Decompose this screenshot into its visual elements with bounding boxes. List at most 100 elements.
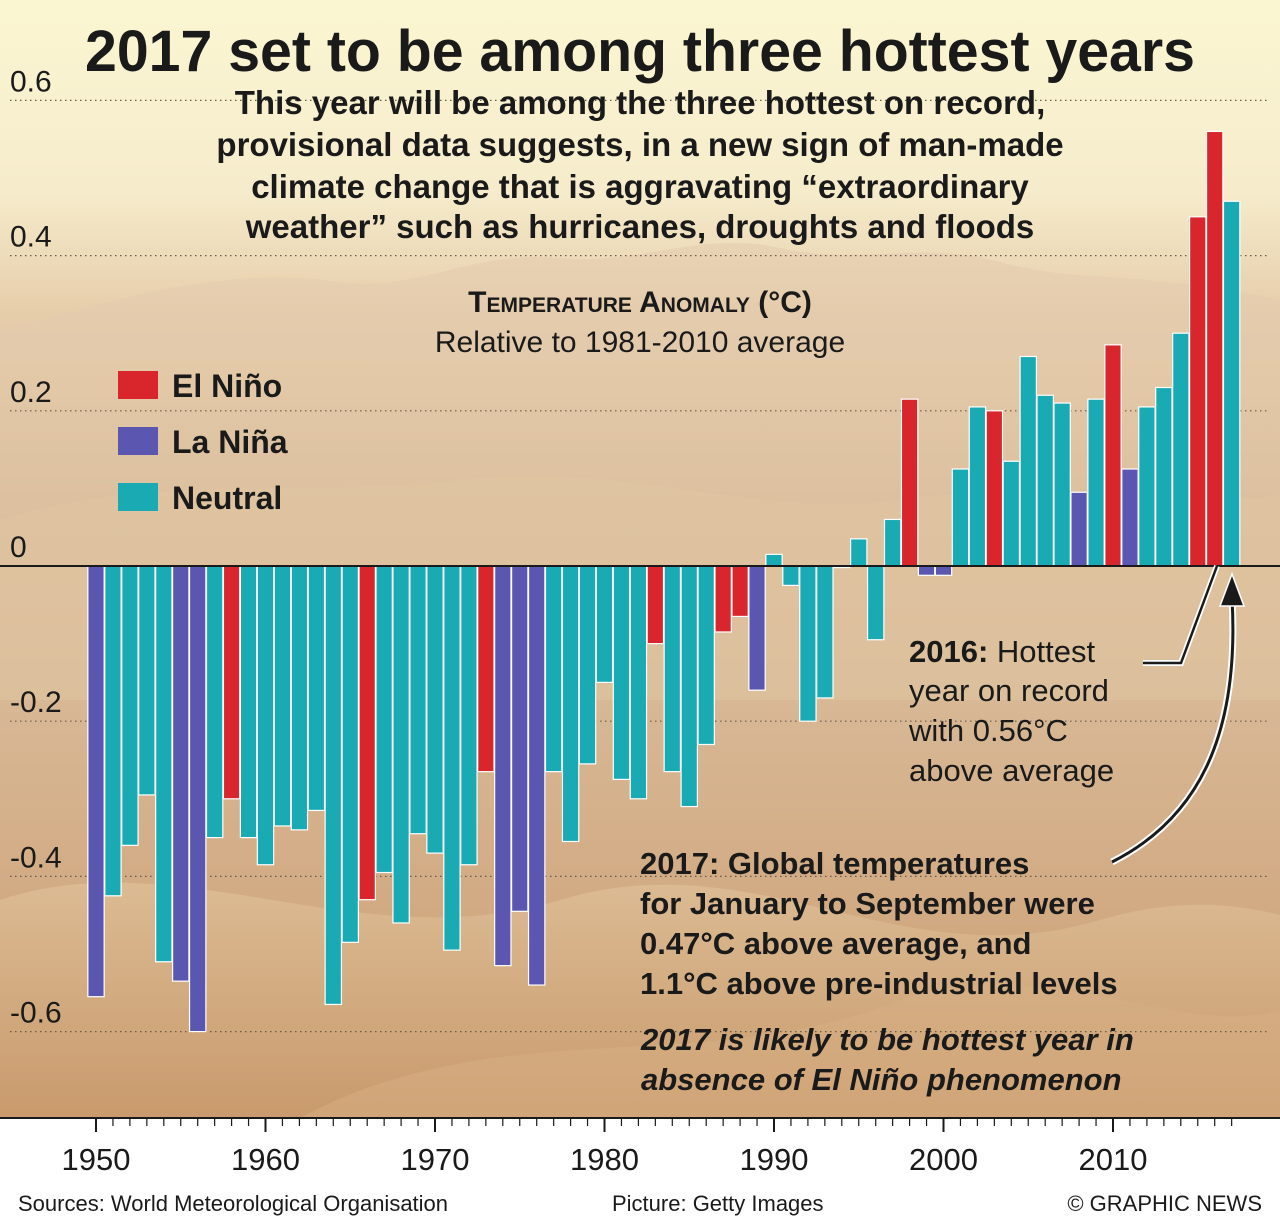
legend-label-la-nina: La Niña xyxy=(172,424,288,460)
bar-1966 xyxy=(358,565,376,901)
bar-1950 xyxy=(87,565,105,998)
bar-1987 xyxy=(714,565,732,633)
bar-1989 xyxy=(748,565,766,691)
x-axis-ticks: 1950 1960 1970 1980 1990 2000 2010 xyxy=(62,1118,1233,1177)
bar-1953 xyxy=(138,565,156,796)
bar-1974 xyxy=(494,565,512,967)
bar-1960 xyxy=(256,565,275,866)
y-tick-label: -0.2 xyxy=(10,686,62,719)
x-tick-label: 2010 xyxy=(1079,1142,1148,1177)
y-tick-label: 0.4 xyxy=(10,221,52,254)
bar-1961 xyxy=(273,565,292,827)
legend-label-el-nino: El Niño xyxy=(172,368,282,404)
bar-1952 xyxy=(121,565,139,846)
bar-2012 xyxy=(1138,406,1156,567)
bar-1967 xyxy=(375,565,393,874)
bar-1977 xyxy=(544,565,563,773)
y-axis-tick-labels: 0.6 0.4 0.2 0 -0.2 -0.4 -0.6 xyxy=(10,65,62,1029)
bar-1991 xyxy=(782,565,800,586)
y-tick-label: -0.6 xyxy=(10,997,62,1030)
bar-2002 xyxy=(968,406,987,567)
legend-label-neutral: Neutral xyxy=(172,480,282,516)
bar-1984 xyxy=(663,565,682,773)
headline: 2017 set to be among three hottest years xyxy=(85,19,1195,84)
legend: El Niño La Niña Neutral xyxy=(118,368,288,516)
bar-2013 xyxy=(1155,386,1173,567)
bar-1990 xyxy=(765,553,783,567)
annotation-2016: 2016: Hottest year on record with 0.56°C… xyxy=(908,564,1220,788)
bar-1978 xyxy=(561,565,580,843)
annotation-2017: 2017: Global temperatures for January to… xyxy=(640,571,1246,1001)
note-line-1: 2017 is likely to be hottest year in xyxy=(640,1022,1134,1057)
bar-1968 xyxy=(392,565,410,924)
chart-subtitle: Relative to 1981-2010 average xyxy=(435,326,845,359)
chart-title: Temperature Anomaly (°C) xyxy=(468,286,812,319)
bar-2006 xyxy=(1036,394,1054,567)
bar-1955 xyxy=(172,565,190,982)
x-tick-label: 1950 xyxy=(62,1142,131,1177)
y-tick-label: -0.4 xyxy=(10,841,62,874)
bar-1988 xyxy=(731,565,749,618)
bar-2016 xyxy=(1205,130,1224,567)
y-tick-label: 0.6 xyxy=(10,65,52,98)
intro-line-4: weather” such as hurricanes, droughts an… xyxy=(245,208,1035,245)
bar-1993 xyxy=(816,565,834,699)
bar-1995 xyxy=(849,538,868,567)
bar-1962 xyxy=(290,565,309,831)
bar-1964 xyxy=(324,565,343,1006)
y-tick-label: 0 xyxy=(10,531,27,564)
intro-line-3: climate change that is aggravating “extr… xyxy=(251,168,1029,205)
background-dune-front xyxy=(300,984,1280,1118)
bar-1976 xyxy=(527,565,546,986)
bar-1981 xyxy=(612,565,631,780)
bar-2000 xyxy=(934,565,953,576)
bar-2010 xyxy=(1104,344,1122,567)
bar-1998 xyxy=(900,398,919,567)
footer-sources: Sources: World Meteorological Organisati… xyxy=(18,1191,448,1216)
bar-1973 xyxy=(477,565,495,773)
bar-2015 xyxy=(1188,216,1207,567)
anomaly-bars xyxy=(87,130,1241,1033)
bar-1980 xyxy=(595,565,614,684)
bar-1959 xyxy=(239,565,258,839)
bar-1996 xyxy=(866,565,885,641)
annotation-2016-line-3: with 0.56°C xyxy=(908,713,1068,748)
bar-1963 xyxy=(307,565,326,812)
annotation-2017-line-4: 1.1°C above pre-industrial levels xyxy=(640,966,1118,1001)
background-mountains xyxy=(0,242,1280,360)
annotation-2016-line-1: 2016: Hottest xyxy=(909,634,1096,669)
bar-1999 xyxy=(917,565,936,576)
bar-2017 xyxy=(1222,200,1241,567)
intro-line-2: provisional data suggests, in a new sign… xyxy=(216,126,1063,163)
bar-1986 xyxy=(697,565,715,746)
bar-1992 xyxy=(799,565,817,722)
annotation-2017-arrow-core xyxy=(1111,597,1235,864)
legend-swatch-la-nina xyxy=(118,427,158,455)
annotation-2016-leader-core xyxy=(1143,565,1219,665)
bar-2009 xyxy=(1087,398,1105,567)
y-tick-label: 0.2 xyxy=(10,376,52,409)
bar-1979 xyxy=(578,565,597,765)
annotation-2016-line-2: year on record xyxy=(909,673,1109,708)
annotation-2016-first: Hottest xyxy=(988,634,1095,669)
bar-2003 xyxy=(985,410,1004,567)
note-line-2: absence of El Niño phenomenon xyxy=(641,1062,1122,1097)
bar-1956 xyxy=(188,565,207,1033)
bar-2001 xyxy=(951,468,970,567)
bar-1985 xyxy=(680,565,698,808)
annotation-2017-arrowhead xyxy=(1218,571,1246,607)
bar-1975 xyxy=(511,565,529,912)
bar-2008 xyxy=(1070,491,1088,567)
bar-1951 xyxy=(104,565,122,897)
x-axis-band xyxy=(0,1118,1280,1228)
legend-swatch-el-nino xyxy=(118,371,158,399)
annotation-2016-year: 2016: xyxy=(909,634,988,669)
bar-2014 xyxy=(1172,332,1190,567)
x-tick-label: 1970 xyxy=(401,1142,470,1177)
bar-1957 xyxy=(205,565,224,839)
annotation-2017-line-3: 0.47°C above average, and xyxy=(640,926,1031,961)
annotation-2017-line-1: 2017: Global temperatures xyxy=(640,846,1029,881)
legend-swatch-neutral xyxy=(118,483,158,511)
bar-1970 xyxy=(426,565,444,854)
bar-2004 xyxy=(1002,460,1021,567)
